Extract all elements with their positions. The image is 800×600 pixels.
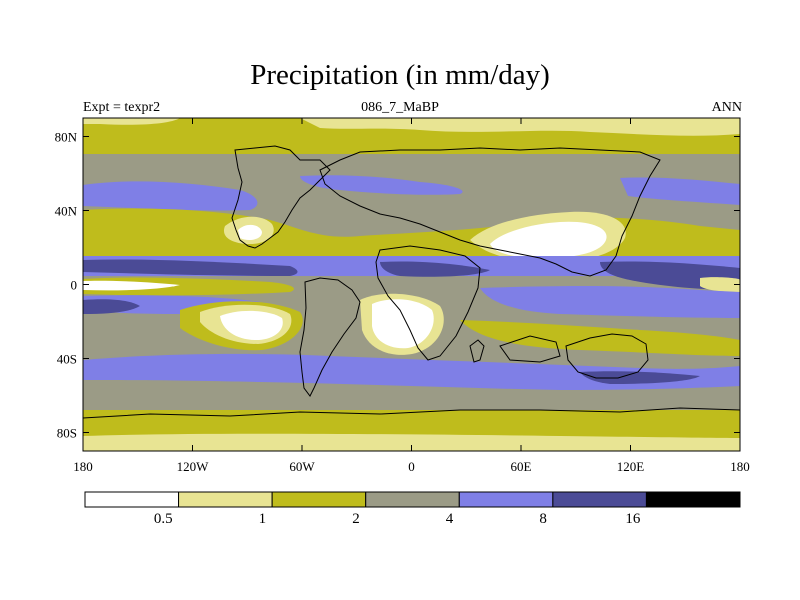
itcz-pacific <box>83 259 298 276</box>
coastlines <box>83 145 740 419</box>
colorbar-level-label: 0.5 <box>154 511 173 527</box>
map-title: Precipitation (in mm/day) <box>250 59 550 91</box>
eurasia-coast <box>319 147 661 277</box>
itcz-africa <box>380 261 490 277</box>
x-tick-label: 120E <box>617 459 645 474</box>
season-label: ANN <box>711 100 742 115</box>
x-tick-label: 0 <box>408 459 415 474</box>
y-tick-label: 80N <box>55 130 78 145</box>
colorbar-swatch <box>458 491 554 508</box>
colorbar-swatch <box>365 491 460 508</box>
north-america-coast <box>231 145 331 249</box>
y-tick-label: 80S <box>57 426 77 441</box>
south-atlantic-very-dry <box>372 299 434 349</box>
x-tick-label: 120W <box>177 459 210 474</box>
colorbar-level-label: 4 <box>446 511 454 527</box>
australia-coast <box>565 333 649 379</box>
x-tick-label: 180 <box>730 459 750 474</box>
africa-coast <box>375 245 481 361</box>
sh-storm-track-core <box>580 371 700 384</box>
colorbar: 0.5 1 2 4 8 16 <box>84 491 741 527</box>
arctic-dry-zone <box>83 118 740 136</box>
colorbar-level-label: 16 <box>625 511 641 527</box>
y-tick-label: 0 <box>71 278 78 293</box>
x-axis: 180 120W 60W 0 60E 120E 180 <box>73 118 750 474</box>
pacific-storm-track <box>83 181 258 211</box>
colorbar-swatch <box>271 491 367 508</box>
arctic-dry-west <box>83 118 180 125</box>
sahara-very-dry <box>490 221 607 258</box>
colorbar-swatch <box>84 491 180 508</box>
madagascar-coast <box>469 339 485 363</box>
y-tick-label: 40S <box>57 352 77 367</box>
x-tick-label: 60W <box>289 459 315 474</box>
y-axis: 80N 40N 0 40S 80S <box>55 130 740 441</box>
experiment-label: Expt = texpr2 <box>83 100 161 115</box>
atlantic-storm-track <box>300 175 463 195</box>
antarctica-coast <box>83 407 740 419</box>
colorbar-swatch <box>552 491 647 508</box>
south-indian-high <box>460 320 740 356</box>
eq-east-dry <box>700 277 740 292</box>
precipitation-field <box>83 118 740 451</box>
indian-ocean-wet <box>480 286 740 318</box>
colorbar-swatch <box>645 491 741 508</box>
eq-cold-tongue-core <box>83 280 180 291</box>
x-tick-label: 180 <box>73 459 93 474</box>
south-america-coast <box>299 277 361 397</box>
colorbar-swatch <box>178 491 273 508</box>
period-label: 086_7_MaBP <box>361 100 439 115</box>
y-tick-label: 40N <box>55 204 78 219</box>
sh-pacific-wet-core <box>83 299 140 314</box>
se-pacific-very-dry <box>220 310 283 340</box>
x-tick-label: 60E <box>511 459 532 474</box>
colorbar-level-label: 8 <box>539 511 547 527</box>
indonesia-region-coast <box>499 335 561 363</box>
colorbar-level-label: 2 <box>352 511 360 527</box>
sh-storm-track <box>83 353 740 390</box>
antarctic-dry <box>83 433 740 451</box>
pacific-storm-track-east <box>620 177 740 205</box>
ne-pacific-very-dry <box>238 224 262 240</box>
colorbar-level-label: 1 <box>259 511 267 527</box>
